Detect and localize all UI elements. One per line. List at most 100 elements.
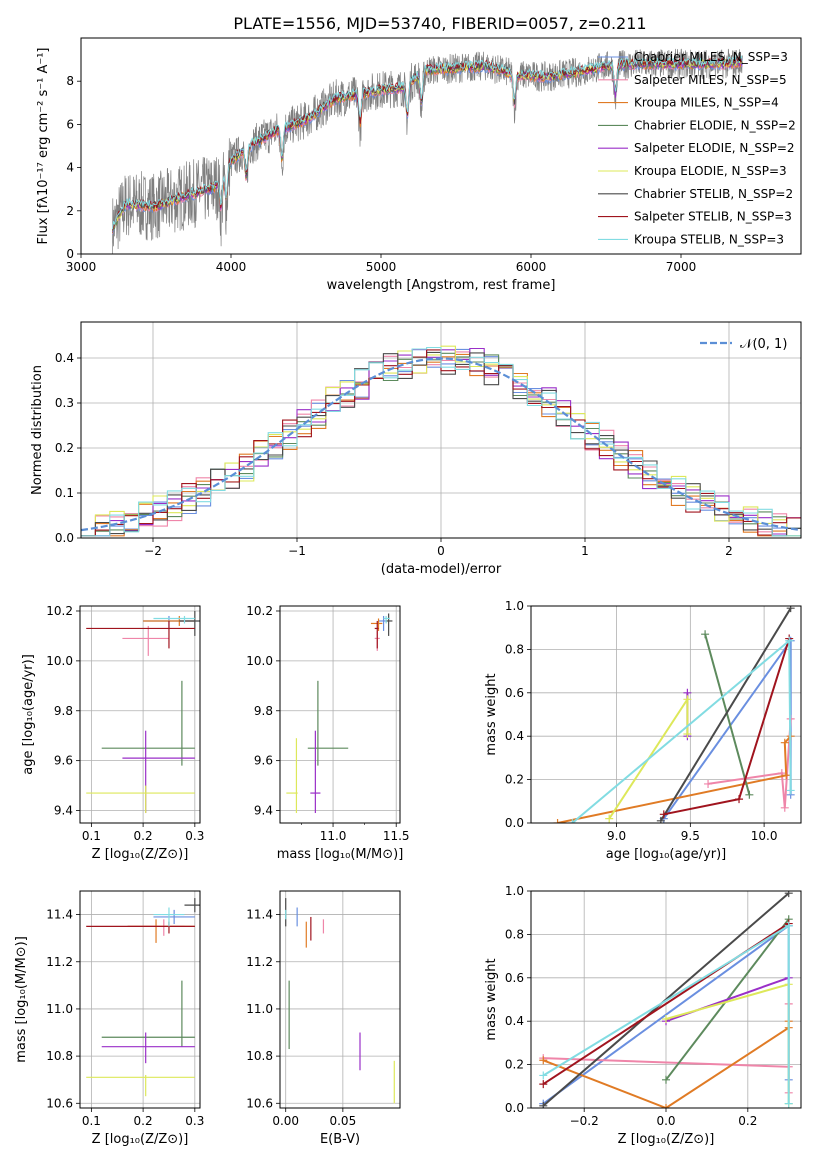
axes-frame	[530, 890, 802, 1109]
plot-area	[539, 891, 793, 1108]
y-tick-label: 6	[66, 117, 74, 131]
y-tick-label: 4	[66, 161, 74, 175]
y-tick-label: 9.8	[54, 704, 73, 718]
y-tick-label: 10.2	[46, 604, 73, 618]
weight-marker	[568, 819, 577, 823]
plot-area	[285, 898, 395, 1104]
x-axis-label: age [log₁₀(age/yr)]	[606, 847, 727, 862]
weight-marker	[735, 795, 744, 804]
x-tick-label: 0.3	[185, 829, 204, 843]
weight-marker	[539, 1071, 548, 1080]
y-tick-label: 0.2	[505, 773, 524, 787]
y-tick-label: 1.0	[505, 884, 524, 898]
y-tick-label: 10.0	[246, 654, 273, 668]
plot-area	[286, 613, 393, 814]
x-tick-label: 0.0	[656, 1114, 675, 1128]
y-tick-label: 0.0	[55, 531, 74, 545]
x-tick-label: 2	[725, 544, 733, 558]
ticks: 0.1 0.2 0.3 9.4 9.6 9.8 10.0 10.2	[46, 604, 204, 843]
legend-entry: Salpeter ELODIE, N_SSP=2	[634, 141, 795, 155]
ticks: 0.00 0.05 10.6 10.8 11.0 11.2 11.4	[246, 908, 356, 1128]
y-tick-label: 9.4	[54, 804, 73, 818]
errorbar-kroupa-elodie	[86, 1074, 195, 1097]
x-axis-label: Z [log₁₀(Z/Z⊙)]	[618, 1132, 715, 1147]
weight-marker	[784, 1099, 793, 1108]
x-axis-label: E(B-V)	[320, 1132, 360, 1147]
y-tick-label: 0.4	[505, 729, 524, 743]
weight-marker	[605, 814, 614, 823]
ticks: −2 −1 0 1 2 0.0 0.1 0.2 0.3 0.4	[55, 351, 733, 558]
weights-chabrier-miles	[659, 636, 795, 823]
x-axis-label: wavelength [Angstrom, rest frame]	[327, 278, 556, 293]
normal-curve	[81, 357, 801, 532]
x-tick-label: 3000	[66, 260, 97, 274]
legend-entry: Chabrier ELODIE, N_SSP=2	[634, 118, 796, 132]
weight-marker	[683, 695, 692, 704]
errorbar-kroupa-elodie	[286, 738, 298, 814]
weight-marker	[539, 1056, 548, 1065]
y-tick-label: 10.8	[246, 1049, 273, 1063]
plot-area	[81, 345, 801, 537]
x-tick-label: 0.1	[82, 1114, 101, 1128]
errorbar-salpeter-elodie	[122, 730, 195, 814]
y-tick-label: 2	[66, 204, 74, 218]
weight-marker	[784, 891, 793, 898]
x-tick-label: −0.2	[570, 1114, 599, 1128]
x-tick-label: 9.5	[681, 829, 700, 843]
panel-massweight_vs_Z: −0.2 0.0 0.2 0.0 0.2 0.4 0.6 0.8 1.0 Z [log₁₀(Z/Z…	[484, 884, 802, 1147]
errorbar-kroupa-elodie	[86, 785, 195, 814]
y-tick-label: 0.2	[505, 1058, 524, 1072]
grid	[280, 891, 400, 1108]
y-tick-label: 0.8	[505, 642, 524, 656]
figure-title: PLATE=1556, MJD=53740, FIBERID=0057, z=0…	[233, 14, 646, 33]
weight-line	[659, 607, 792, 822]
ticks: 0.1 0.2 0.3 10.6 10.8 11.0 11.2 11.4	[46, 908, 204, 1128]
y-tick-label: 0.6	[505, 971, 524, 985]
ticks: −0.2 0.0 0.2 0.0 0.2 0.4 0.6 0.8 1.0	[505, 884, 757, 1128]
weight-line	[571, 638, 792, 823]
y-tick-label: 11.2	[246, 955, 273, 969]
weights-kroupa-elodie	[605, 695, 692, 823]
y-tick-label: 0.0	[505, 816, 524, 830]
errorbar-kroupa-miles	[370, 618, 383, 631]
errorbar-salpeter-elodie	[310, 730, 321, 814]
errorbar-kroupa-stelib	[383, 615, 390, 624]
y-tick-label: 1.0	[505, 599, 524, 613]
weight-marker	[786, 606, 795, 613]
y-axis-label: mass weight	[484, 958, 499, 1040]
y-tick-label: 8	[66, 74, 74, 88]
weight-line	[704, 633, 751, 796]
x-axis-label: Z [log₁₀(Z/Z⊙)]	[92, 847, 189, 862]
y-tick-label: 0.4	[505, 1014, 524, 1028]
axes-frame	[279, 605, 401, 824]
grid	[531, 605, 801, 824]
errorbar-chabrier-stelib	[386, 613, 393, 636]
weight-marker	[785, 636, 794, 645]
plot-area	[86, 610, 200, 814]
x-axis-label: mass [log₁₀(M/M⊙)]	[277, 847, 404, 862]
errorbar-chabrier-elodie	[101, 980, 195, 1047]
panel-age_vs_Z: 0.1 0.2 0.3 9.4 9.6 9.8 10.0 10.2 Z [log₁₀(Z/Z⊙)…	[21, 604, 204, 862]
weight-marker	[683, 730, 692, 739]
y-tick-label: 10.6	[246, 1096, 273, 1110]
errorbar-chabrier-miles	[153, 909, 195, 925]
x-tick-label: 6000	[516, 260, 547, 274]
legend-entry: Kroupa MILES, N_SSP=4	[634, 96, 779, 110]
panel-age_vs_mass: 11.0 11.5 9.4 9.6 9.8 10.0 10.2 mass [log₁₀(M/M…	[246, 604, 409, 862]
errorbar-salpeter-elodie	[101, 1032, 195, 1064]
weight-marker	[553, 819, 562, 823]
y-tick-label: 0	[66, 247, 74, 261]
grid	[80, 606, 200, 823]
histogram-step	[81, 346, 801, 537]
y-tick-label: 11.0	[46, 1002, 73, 1016]
weight-marker	[784, 921, 793, 930]
y-tick-label: 11.4	[246, 908, 273, 922]
weight-marker	[662, 1075, 670, 1084]
y-tick-label: 0.1	[55, 486, 74, 500]
y-axis-label: age [log₁₀(age/yr)]	[21, 654, 36, 775]
legend-entry: Salpeter STELIB, N_SSP=3	[634, 210, 792, 224]
y-tick-label: 0.0	[505, 1101, 524, 1115]
weight-marker	[662, 1104, 670, 1108]
x-tick-label: 4000	[216, 260, 247, 274]
